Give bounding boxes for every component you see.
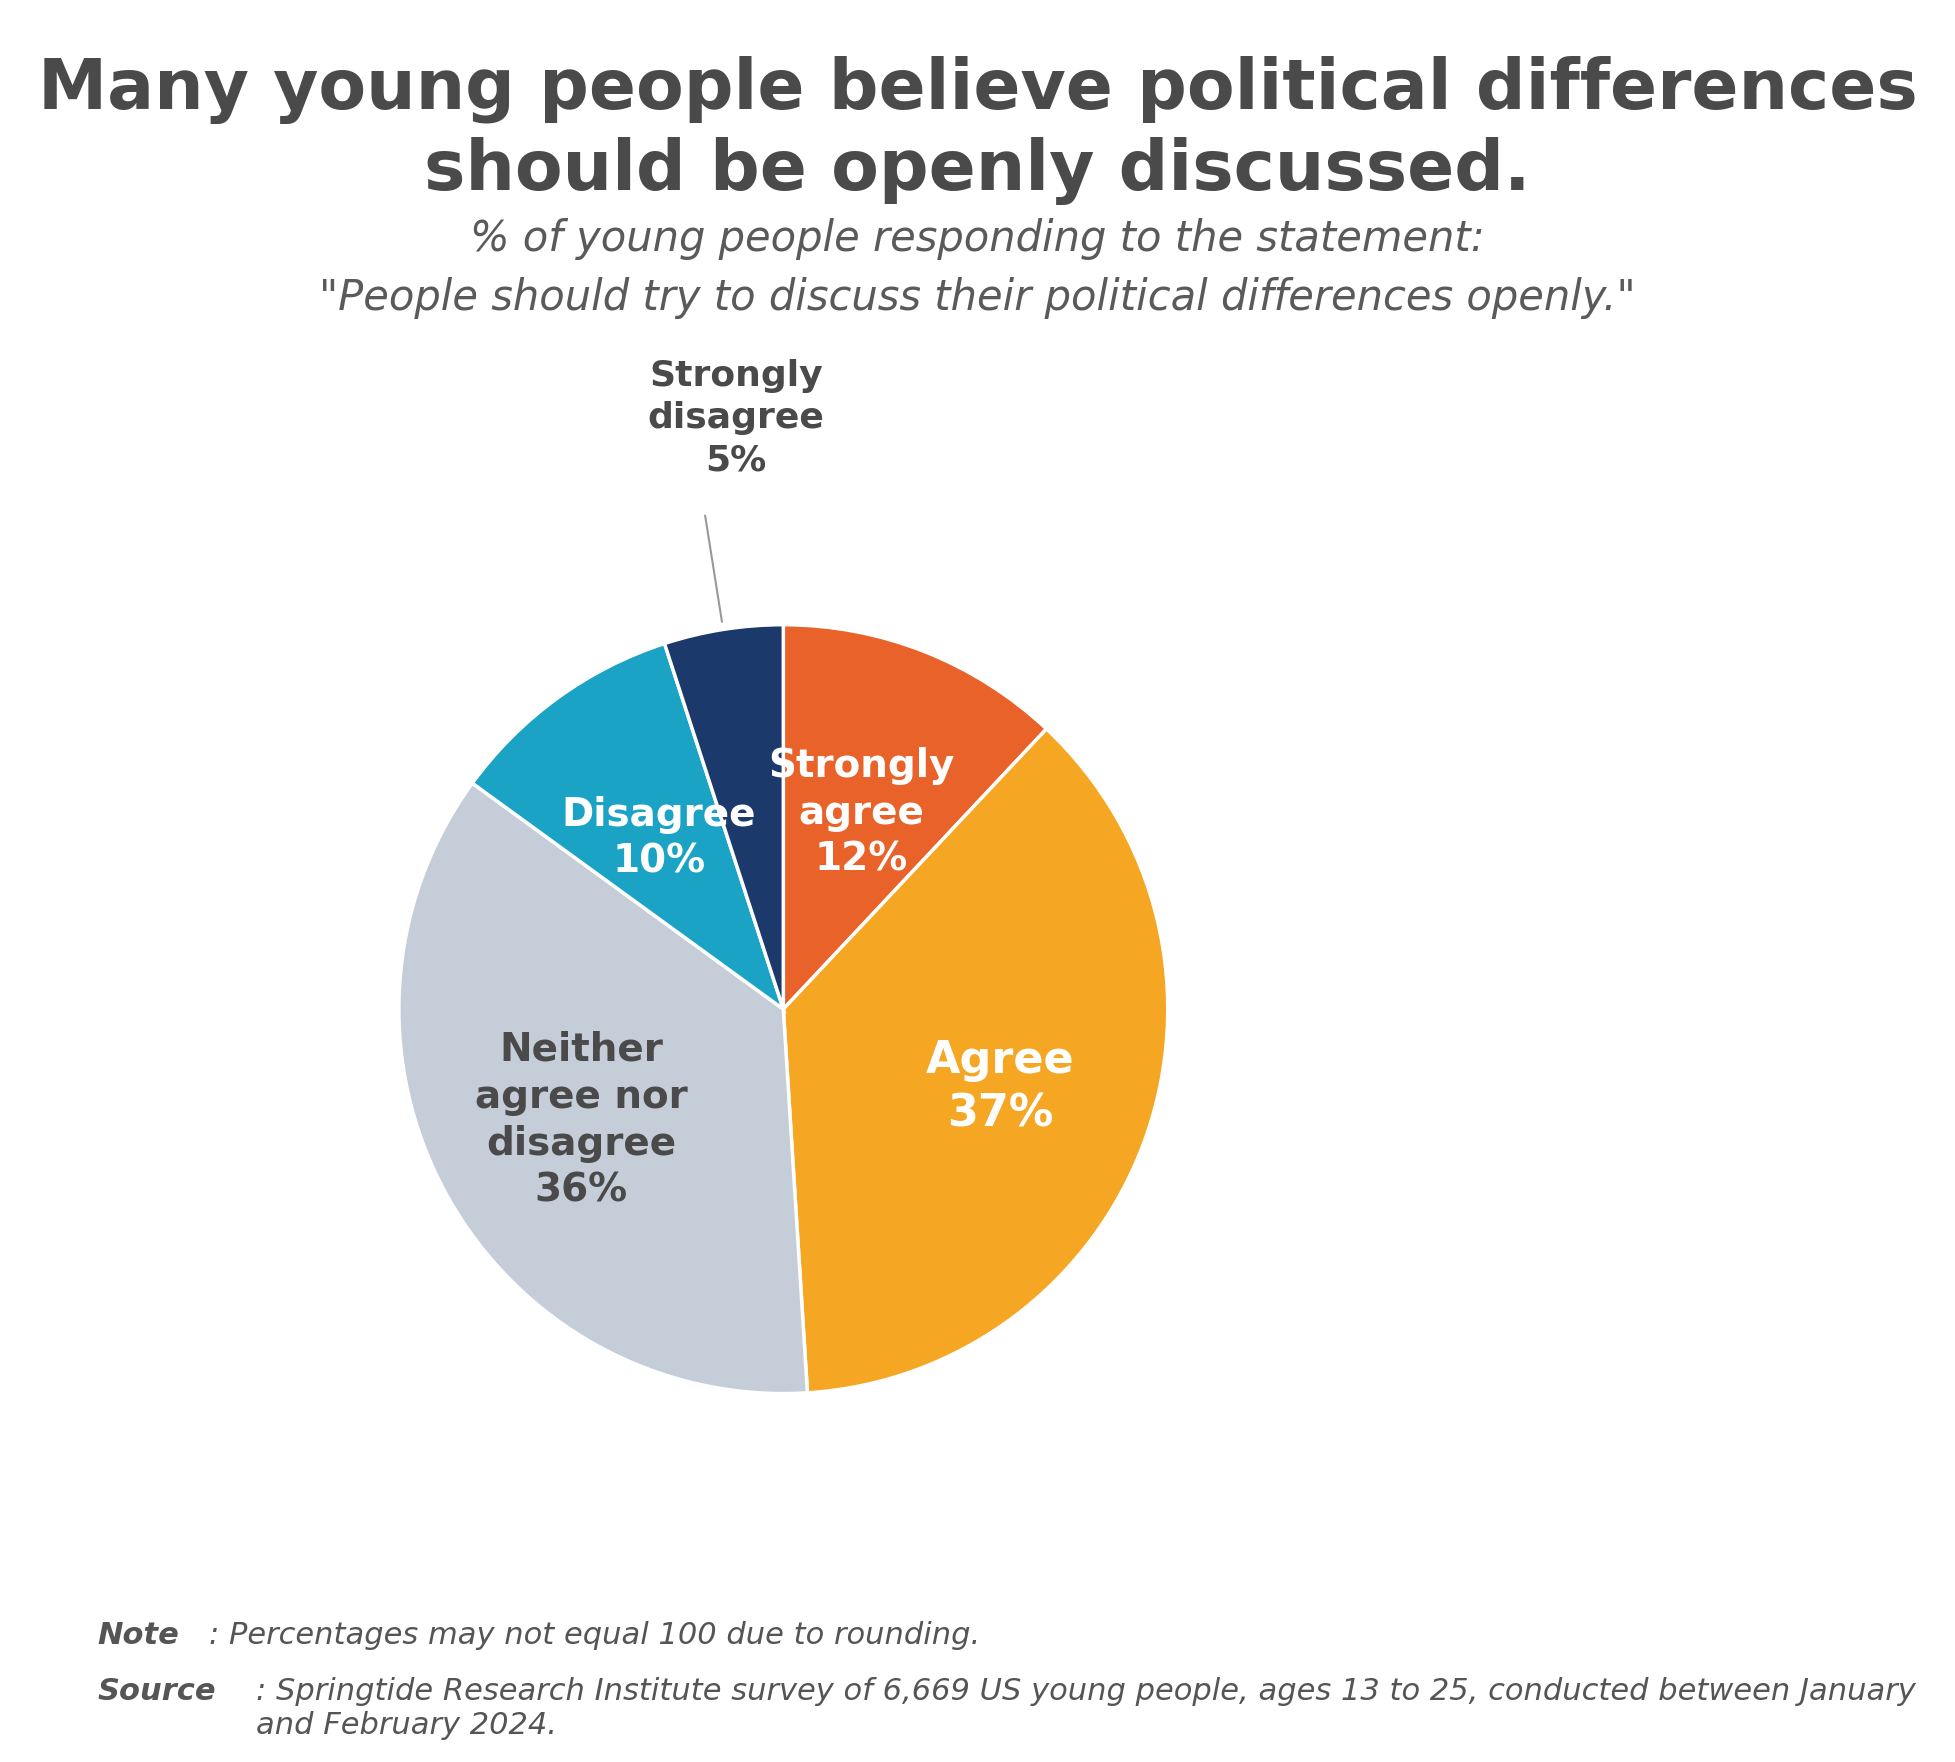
Wedge shape (784, 626, 1046, 1010)
Text: Disagree
10%: Disagree 10% (561, 796, 757, 881)
Text: % of young people responding to the statement:: % of young people responding to the stat… (469, 218, 1486, 261)
Text: Strongly
agree
12%: Strongly agree 12% (768, 747, 954, 879)
Wedge shape (784, 729, 1167, 1392)
Wedge shape (665, 626, 784, 1010)
Text: Source: Source (98, 1677, 217, 1706)
Text: Strongly
disagree
5%: Strongly disagree 5% (647, 359, 825, 478)
Wedge shape (399, 782, 807, 1394)
Text: Agree
37%: Agree 37% (927, 1040, 1075, 1135)
Wedge shape (473, 643, 784, 1010)
Text: : Percentages may not equal 100 due to rounding.: : Percentages may not equal 100 due to r… (209, 1621, 981, 1649)
Text: "People should try to discuss their political differences openly.": "People should try to discuss their poli… (319, 277, 1636, 319)
Text: Note: Note (98, 1621, 180, 1649)
Text: Neither
agree nor
disagree
36%: Neither agree nor disagree 36% (475, 1031, 688, 1210)
Text: Many young people believe political differences: Many young people believe political diff… (37, 56, 1918, 125)
Text: should be openly discussed.: should be openly discussed. (424, 137, 1531, 206)
Text: : Springtide Research Institute survey of 6,669 US young people, ages 13 to 25, : : Springtide Research Institute survey o… (256, 1677, 1916, 1741)
